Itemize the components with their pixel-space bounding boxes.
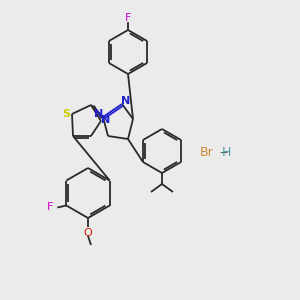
Text: F: F	[125, 13, 131, 23]
Text: Br: Br	[200, 146, 214, 160]
Text: O: O	[84, 228, 92, 238]
Text: N: N	[122, 96, 130, 106]
Text: N: N	[94, 109, 103, 119]
Text: S: S	[62, 109, 70, 119]
Text: −: −	[216, 148, 232, 158]
Text: H: H	[222, 146, 231, 160]
Text: F: F	[47, 202, 53, 212]
Text: N: N	[101, 115, 111, 125]
